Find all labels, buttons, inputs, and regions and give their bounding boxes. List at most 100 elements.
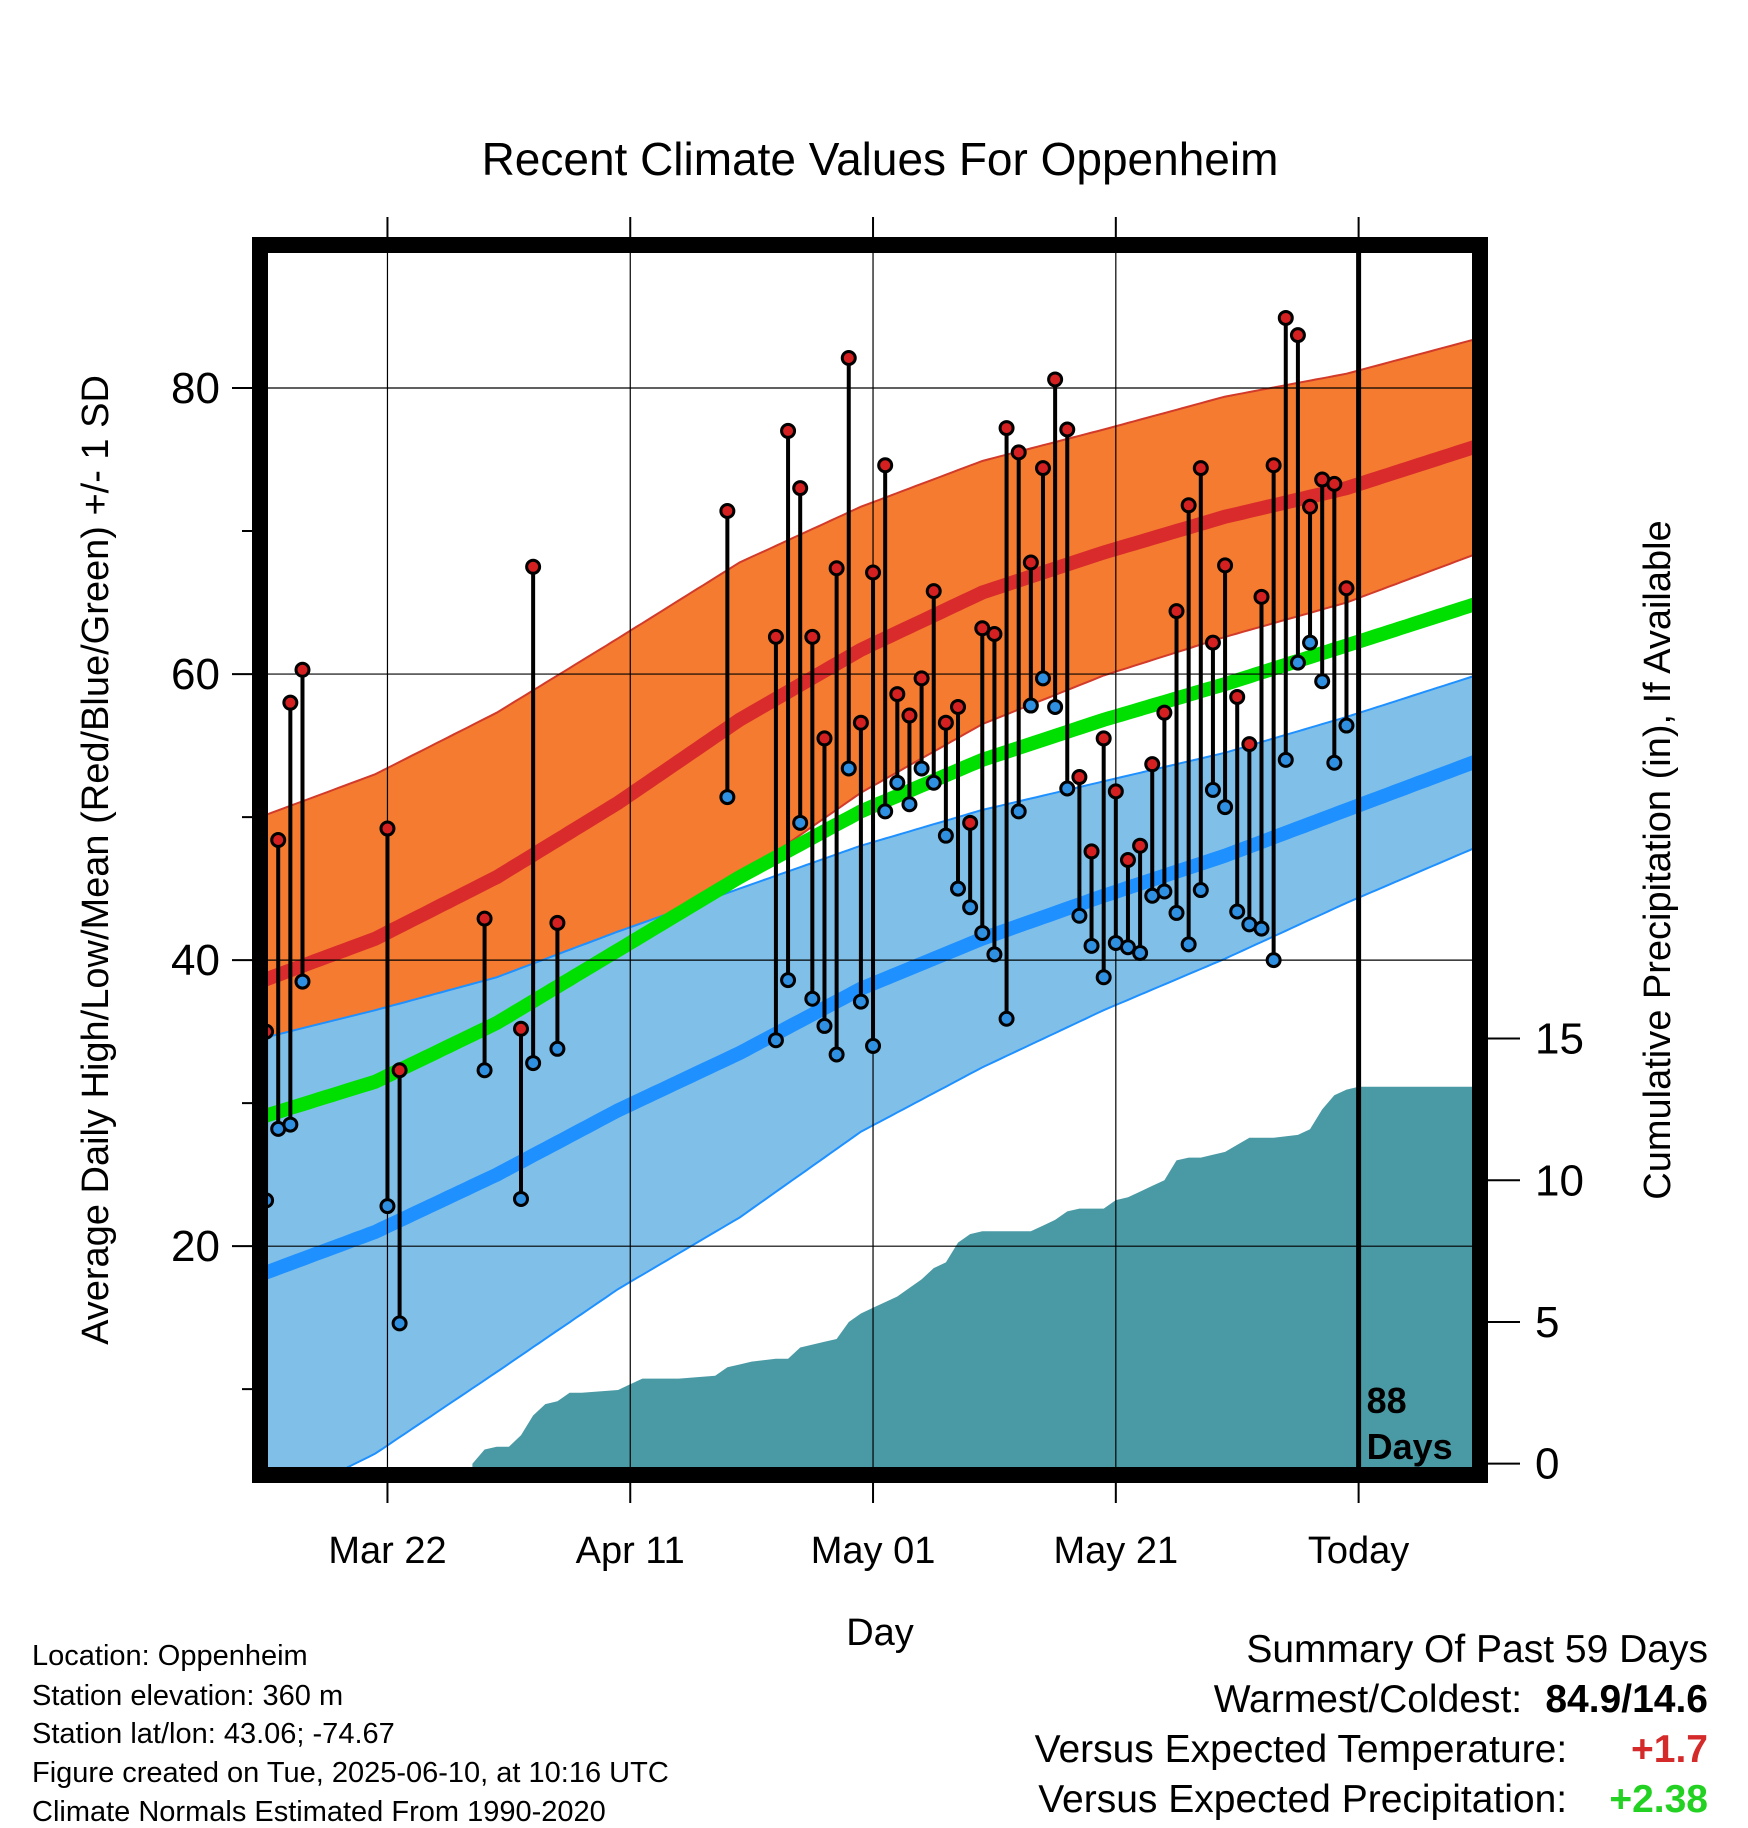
precip-label: Versus Expected Precipitation: [1038,1778,1568,1821]
axes: 20 40 60 80 0 5 10 15 Mar 22 Apr 11 May 01 May 21 To… [171,217,1584,1572]
obs-low-point [974,924,991,941]
obs-high-point [913,670,930,687]
obs-low-point [549,1040,566,1057]
obs-high-point [865,564,882,581]
obs-high-point [1047,371,1064,388]
obs-low-point [1034,670,1051,687]
obs-high-point [1192,460,1209,477]
precip-area [472,1086,1480,1475]
y2-axis-label: Cumulative Precipitation (in), If Availa… [1637,520,1679,1199]
obs-low-point [1095,969,1112,986]
obs-low-point [767,1032,784,1049]
obs-low-point [950,880,967,897]
obs-low-point [901,796,918,813]
obs-low-point [294,973,311,990]
obs-low-point [1229,903,1246,920]
obs-high-point [962,814,979,831]
x-tick-label: Mar 22 [328,1530,446,1572]
obs-high-point [986,626,1003,643]
obs-high-point [901,707,918,724]
obs-low-point [1338,717,1355,734]
info-normals: Climate Normals Estimated From 1990-2020 [32,1796,606,1828]
obs-high-point [1168,603,1185,620]
obs-high-point [294,661,311,678]
x-tick-label: Apr 11 [576,1530,685,1572]
x-axis-label: Day [846,1612,914,1654]
obs-high-point [719,503,736,520]
obs-high-point [828,560,845,577]
obs-high-point [925,583,942,600]
obs-low-point [1180,936,1197,953]
obs-high-point [1217,557,1234,574]
info-latlon: Station lat/lon: 43.06; -74.67 [32,1718,395,1750]
obs-low-point [1253,920,1270,937]
y-tick-label: 20 [171,1222,220,1271]
obs-high-point [1022,554,1039,571]
obs-low-point [512,1190,529,1207]
obs-high-point [840,349,857,366]
obs-high-point [852,714,869,731]
obs-high-point [937,714,954,731]
obs-low-point [1132,944,1149,961]
normal-low-line [260,753,1480,1282]
obs-high-point [974,620,991,637]
y-axis-label: Average Daily High/Low/Mean (Red/Blue/Gr… [75,375,117,1345]
obs-high-point [1095,730,1112,747]
obs-high-point [1229,688,1246,705]
obs-high-point [1010,444,1027,461]
obs-high-point [998,420,1015,437]
y-tick-label: 40 [171,936,220,985]
y-tick-label: 80 [171,364,220,413]
obs-low-point [1265,952,1282,969]
obs-high-point [1132,837,1149,854]
obs-high-point [549,914,566,931]
chart-title: Recent Climate Values For Oppenheim [482,133,1279,185]
obs-high-point [1302,498,1319,515]
obs-high-point [1059,421,1076,438]
info-created: Figure created on Tue, 2025-06-10, at 10… [32,1757,669,1789]
obs-high-point [816,730,833,747]
obs-low-point [1302,634,1319,651]
obs-low-point [998,1010,1015,1027]
obs-high-point [270,831,287,848]
obs-low-point [937,827,954,844]
summary-heading: Summary Of Past 59 Days [1246,1628,1708,1671]
obs-low-point [1010,803,1027,820]
obs-low-point [962,899,979,916]
today-day-count: Days [1367,1426,1453,1467]
temp-label: Versus Expected Temperature: [1034,1728,1568,1771]
obs-low-point [865,1037,882,1054]
y2-tick-label: 5 [1535,1298,1559,1347]
today-day-count: 88 [1367,1380,1407,1421]
obs-low-point [804,990,821,1007]
obs-high-point [1265,457,1282,474]
obs-low-point [816,1017,833,1034]
obs-low-point [792,814,809,831]
summary-temperature: Versus Expected Temperature: +1.7 [1035,1730,1708,1770]
obs-high-point [1326,475,1343,492]
obs-high-point [889,686,906,703]
obs-high-point [512,1020,529,1037]
obs-low-point [840,760,857,777]
obs-high-point [1241,736,1258,753]
precip-value: +2.38 [1609,1778,1708,1821]
obs-high-point [476,910,493,927]
temp-value: +1.7 [1631,1728,1708,1771]
obs-low-point [1217,799,1234,816]
obs-low-point [852,993,869,1010]
obs-low-point [986,946,1003,963]
plot-area: 88 Days [260,245,1480,1475]
obs-high-point [282,694,299,711]
y2-tick-label: 0 [1535,1440,1559,1489]
obs-low-point [282,1116,299,1133]
obs-low-point [391,1315,408,1332]
obs-low-point [719,789,736,806]
x-tick-label: Today [1308,1530,1409,1572]
normal-mean-line [260,595,1480,1125]
obs-high-point [1156,704,1173,721]
obs-low-point [925,774,942,791]
obs-high-point [792,480,809,497]
y2-tick-label: 15 [1535,1015,1584,1064]
summary-precipitation: Versus Expected Precipitation: +2.38 [1038,1780,1708,1820]
